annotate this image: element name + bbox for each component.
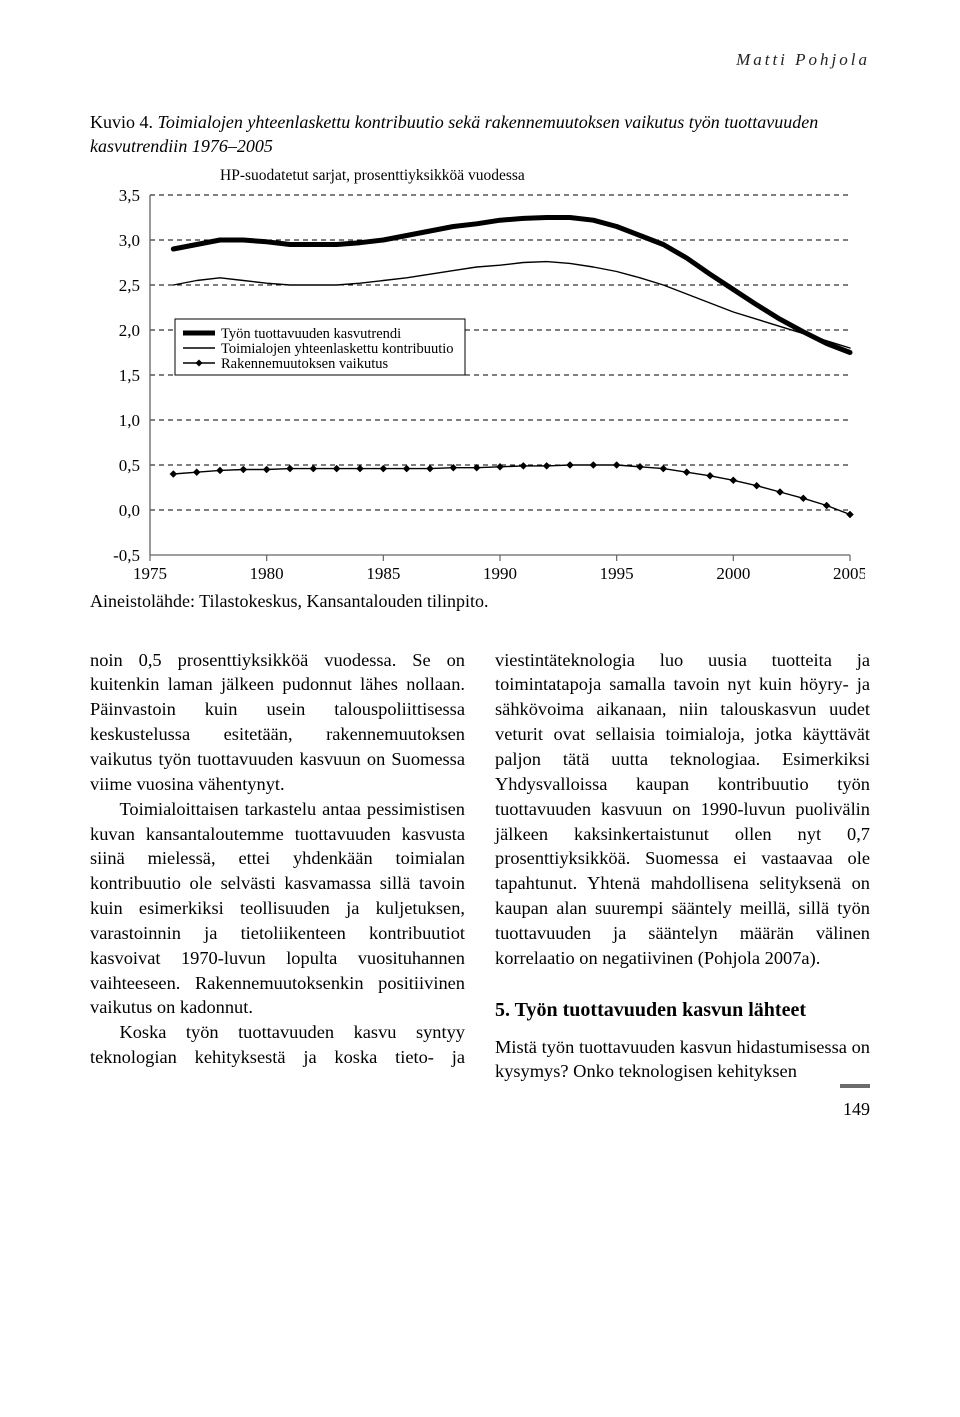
svg-text:2,5: 2,5 bbox=[119, 276, 140, 295]
svg-text:1990: 1990 bbox=[483, 564, 517, 583]
section-heading: 5. Työn tuottavuuden kasvun lähteet bbox=[495, 997, 870, 1023]
svg-text:Toimialojen yhteenlaskettu kon: Toimialojen yhteenlaskettu kontribuutio bbox=[221, 341, 454, 357]
figure-caption: Kuvio 4. Toimialojen yhteenlaskettu kont… bbox=[90, 110, 870, 159]
chart-subtitle: HP-suodatetut sarjat, prosenttiyksikköä … bbox=[220, 167, 865, 185]
svg-text:0,0: 0,0 bbox=[119, 501, 140, 520]
svg-text:1,0: 1,0 bbox=[119, 411, 140, 430]
page-number-decoration bbox=[840, 1084, 870, 1088]
svg-text:Työn tuottavuuden kasvutrendi: Työn tuottavuuden kasvutrendi bbox=[221, 326, 401, 342]
svg-text:1985: 1985 bbox=[366, 564, 400, 583]
line-chart: -0,5 0,0 0,5 1,0 1,5 2,0 2,5 3,0 3,5 1975 1980 1985… bbox=[90, 185, 865, 585]
svg-text:Rakennemuutoksen vaikutus: Rakennemuutoksen vaikutus bbox=[221, 356, 388, 372]
svg-text:2,0: 2,0 bbox=[119, 321, 140, 340]
page-number: 149 bbox=[843, 1099, 870, 1120]
svg-text:2000: 2000 bbox=[716, 564, 750, 583]
svg-text:0,5: 0,5 bbox=[119, 456, 140, 475]
section-title: Työn tuottavuuden kasvun lähteet bbox=[515, 999, 806, 1021]
svg-text:1980: 1980 bbox=[250, 564, 284, 583]
figure-label: Kuvio 4. bbox=[90, 112, 153, 132]
chart-container: HP-suodatetut sarjat, prosenttiyksikköä … bbox=[90, 167, 865, 585]
body-p1: noin 0,5 prosenttiyksikköä vuodessa. Se … bbox=[90, 648, 465, 797]
figure-caption-text: Toimialojen yhteenlaskettu kontribuutio … bbox=[90, 112, 818, 156]
running-head-author: Matti Pohjola bbox=[90, 50, 870, 70]
body-p4: Mistä työn tuottavuuden kasvun hidastumi… bbox=[495, 1035, 870, 1085]
svg-text:1995: 1995 bbox=[600, 564, 634, 583]
svg-text:1975: 1975 bbox=[133, 564, 167, 583]
body-p2: Toimialoittaisen tarkastelu antaa pessim… bbox=[90, 797, 465, 1021]
chart-source: Aineistolähde: Tilastokeskus, Kansantalo… bbox=[90, 591, 870, 612]
svg-text:3,5: 3,5 bbox=[119, 186, 140, 205]
svg-text:3,0: 3,0 bbox=[119, 231, 140, 250]
body-columns: noin 0,5 prosenttiyksikköä vuodessa. Se … bbox=[90, 648, 870, 1085]
svg-text:2005: 2005 bbox=[833, 564, 865, 583]
svg-text:-0,5: -0,5 bbox=[113, 546, 140, 565]
svg-text:1,5: 1,5 bbox=[119, 366, 140, 385]
section-number: 5. bbox=[495, 999, 510, 1021]
